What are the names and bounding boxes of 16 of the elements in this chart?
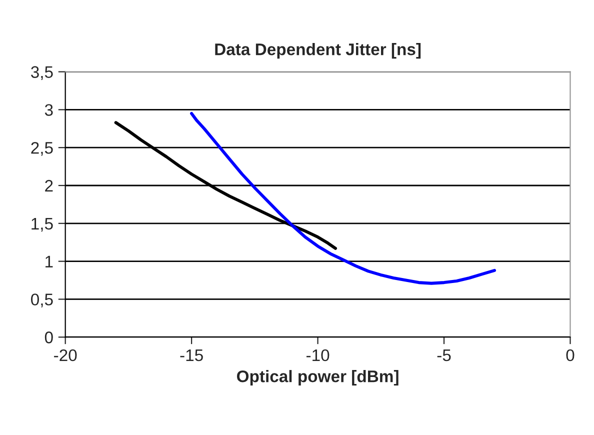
y-tick-label: 2 xyxy=(45,180,53,192)
x-tick-label: 0 xyxy=(566,349,574,362)
y-tick-label: 0 xyxy=(44,332,53,344)
x-tick-label: -10 xyxy=(306,349,330,362)
y-tick-label: 0,5 xyxy=(31,294,53,308)
x-axis-title: Optical power [dBm] xyxy=(236,370,398,386)
x-tick-label: -5 xyxy=(437,350,451,362)
line-series xyxy=(190,112,496,285)
y-tick-label: 3,5 xyxy=(31,66,53,80)
chart-title: Data Dependent Jitter [ns] xyxy=(215,43,421,59)
x-tick-label: -20 xyxy=(54,349,77,362)
y-tick-label: 1,5 xyxy=(32,218,53,232)
y-tick-label: 1 xyxy=(46,256,53,268)
y-tick-label: 2,5 xyxy=(31,142,53,156)
y-tick-label: 3 xyxy=(44,104,53,116)
x-tick-label: -15 xyxy=(180,350,203,362)
